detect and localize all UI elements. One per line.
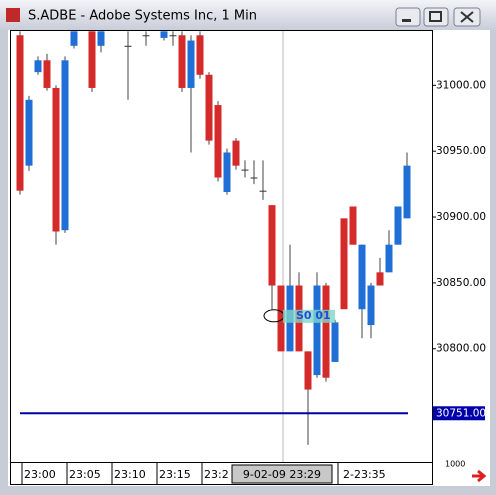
- candle-body: [178, 35, 186, 88]
- candle-body: [142, 35, 150, 37]
- candle-body: [277, 285, 285, 352]
- candle-body: [268, 205, 276, 286]
- x-tick-label: 23:05: [69, 468, 101, 481]
- candle-body: [52, 87, 60, 232]
- candle-body: [376, 272, 384, 286]
- candle-body: [232, 140, 240, 166]
- candle-body: [160, 31, 168, 38]
- candle-body: [61, 60, 69, 231]
- candle-body: [313, 285, 321, 376]
- candle-body: [169, 35, 177, 37]
- candle-body: [358, 244, 366, 310]
- candle-body: [25, 99, 33, 166]
- y-tick-label: 30800.00: [436, 343, 486, 355]
- candle-body: [97, 31, 105, 46]
- y-tick-label: 30850.00: [436, 277, 486, 289]
- candle-body: [88, 31, 96, 88]
- candle-body: [70, 31, 78, 46]
- candle-body: [43, 60, 51, 88]
- y-tick-label: 30900.00: [436, 211, 486, 223]
- candle-body: [340, 218, 348, 310]
- order-box: [283, 309, 335, 323]
- last-price-box: [433, 406, 485, 421]
- x-tick-label: 23:2: [204, 468, 229, 481]
- candle-body: [304, 351, 312, 390]
- candle-body: [124, 45, 132, 47]
- candle-body: [196, 35, 204, 75]
- candle-body: [205, 74, 213, 141]
- candle-body: [322, 285, 330, 378]
- candle-body: [214, 105, 222, 178]
- cursor-label: 9-02-09 23:29: [243, 468, 321, 481]
- order-label: S0 01: [296, 309, 331, 322]
- app-icon: [6, 8, 20, 22]
- plot-area: [10, 30, 433, 463]
- x-tick-label: 23:15: [159, 468, 191, 481]
- x-tick-label: 23:10: [114, 468, 146, 481]
- candle-body: [349, 206, 357, 245]
- candle-body: [241, 169, 249, 171]
- candle-body: [394, 206, 402, 245]
- scale-label: 1000: [445, 460, 465, 469]
- candle-body: [403, 165, 411, 219]
- candle-body: [223, 152, 231, 192]
- maximize-button[interactable]: [423, 7, 449, 27]
- candle-body: [34, 60, 42, 73]
- window-title: S.ADBE - Adobe Systems Inc, 1 Min: [28, 9, 257, 24]
- candle-body: [187, 40, 195, 88]
- candle-body: [259, 190, 267, 192]
- y-tick-label: 31000.00: [436, 79, 486, 91]
- candle-body: [16, 35, 24, 191]
- scroll-arrow[interactable]: [472, 469, 487, 483]
- x-tick-label: 23:00: [24, 468, 56, 481]
- close-button[interactable]: [453, 7, 481, 27]
- y-tick-label: 30950.00: [436, 145, 486, 157]
- x-tick-label: 2-23:35: [343, 468, 386, 481]
- candle-body: [250, 177, 258, 179]
- minimize-button[interactable]: [395, 7, 421, 27]
- candle-body: [367, 285, 375, 326]
- cursor-label-box: [231, 464, 333, 484]
- candle-body: [385, 244, 393, 273]
- last-price-label: 30751.00: [436, 407, 486, 419]
- candle-body: [331, 322, 339, 362]
